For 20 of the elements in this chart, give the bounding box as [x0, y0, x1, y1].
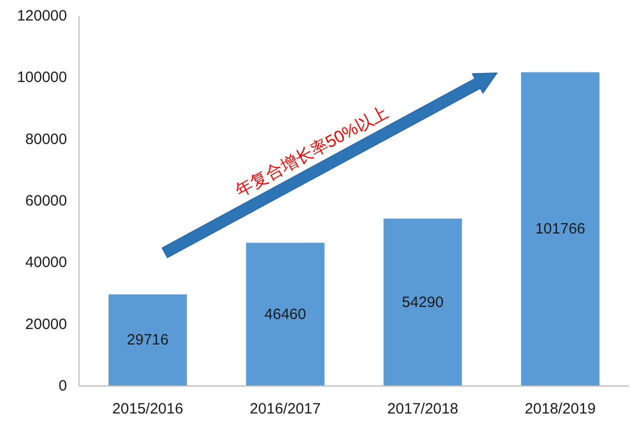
- y-tick-label: 0: [58, 378, 67, 394]
- x-tick-label: 2018/2019: [524, 400, 596, 418]
- y-tick-label: 100000: [16, 69, 67, 86]
- bar: [246, 242, 324, 386]
- x-tick-label: 2017/2018: [387, 400, 458, 418]
- data-label: 54290: [402, 294, 444, 311]
- data-label: 101766: [535, 220, 586, 238]
- bar: [384, 218, 462, 386]
- bar: [108, 294, 187, 386]
- y-tick-label: 80000: [25, 130, 67, 148]
- y-tick-label: 120000: [16, 8, 67, 24]
- x-tick-label: 2015/2016: [112, 400, 184, 418]
- data-label: 29716: [126, 332, 169, 349]
- x-tick-label: 2016/2017: [250, 400, 321, 418]
- data-label: 46460: [264, 306, 306, 323]
- y-tick-label: 20000: [25, 316, 67, 333]
- annotation: 年复合增长率50%以上: [232, 102, 392, 200]
- y-tick-label: 60000: [25, 192, 67, 210]
- bar: [521, 72, 600, 386]
- y-tick-label: 40000: [25, 254, 67, 272]
